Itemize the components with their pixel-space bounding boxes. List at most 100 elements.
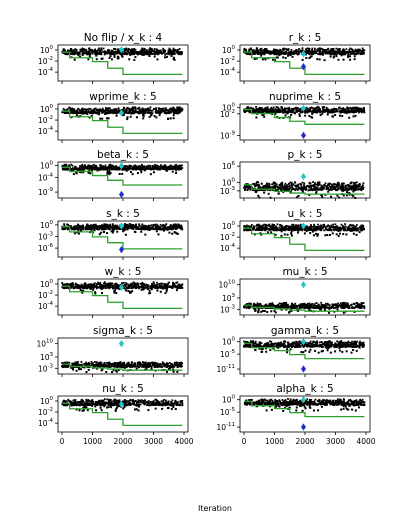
scatter-point [162,228,164,231]
scatter-point [66,223,68,226]
scatter-point [302,187,305,189]
scatter-point [333,183,336,185]
scatter-point [149,168,152,171]
scatter-point [158,168,161,171]
scatter-point [141,166,144,169]
scatter-point [69,283,72,286]
scatter-point [148,111,151,113]
scatter-point [249,188,252,191]
scatter-point [349,107,352,109]
scatter-point [89,172,92,175]
scatter-point [172,50,175,53]
scatter-point [310,185,313,187]
scatter-point [62,48,65,51]
scatter-point [294,226,297,229]
scatter-point [113,50,116,53]
scatter-point [290,49,293,51]
scatter-point [102,165,105,168]
scatter-point [325,185,328,188]
scatter-point [301,229,303,232]
scatter-point [118,49,121,52]
scatter-point [333,186,336,189]
scatter-point [148,53,151,56]
scatter-point [346,107,349,109]
scatter-point [332,188,335,190]
scatter-point [150,168,153,171]
scatter-point [352,190,355,193]
scatter-point [98,47,100,50]
scatter-point [266,106,269,109]
scatter-point [301,181,304,184]
scatter-point [96,109,99,112]
scatter-point [291,225,294,228]
scatter-point [255,190,258,193]
scatter-point [355,50,358,53]
scatter-point [62,283,65,286]
scatter-point [105,227,108,230]
scatter-point [278,50,281,53]
scatter-point [269,109,272,112]
scatter-point [132,281,135,284]
y-tick-label: 100 [222,45,236,55]
scatter-point [291,223,294,226]
scatter-point [76,110,79,113]
scatter-point [158,108,161,110]
scatter-point [181,228,184,231]
scatter-point [294,181,297,184]
scatter-point [289,54,292,57]
cyan-diamond-marker [118,222,124,230]
scatter-point [324,227,327,229]
scatter-point [88,226,91,229]
scatter-point [344,53,347,56]
scatter-point [331,183,333,186]
scatter-point [279,52,282,55]
scatter-point [277,188,280,191]
scatter-point [349,109,352,112]
scatter-point [244,52,247,54]
scatter-point [178,286,181,289]
scatter-point [128,224,131,227]
scatter-point [180,107,183,110]
scatter-point [286,225,289,228]
scatter-point [134,224,137,227]
scatter-point [108,170,111,173]
scatter-point [353,229,356,231]
scatter-point [309,106,312,109]
scatter-point [169,108,172,111]
scatter-point [86,108,89,111]
scatter-point [157,227,160,230]
scatter-point [107,227,110,230]
scatter-point [260,54,263,57]
scatter-point [84,52,86,54]
scatter-point [174,227,177,230]
scatter-point [155,107,157,110]
scatter-point [284,114,287,117]
scatter-point [273,51,276,54]
scatter-point [153,115,156,118]
scatter-point [360,224,363,227]
scatter-point [243,228,246,231]
scatter-point [254,111,256,114]
scatter-point [68,164,70,167]
scatter-point [356,229,359,232]
scatter-point [110,225,113,228]
scatter-point [153,284,156,287]
scatter-point [173,107,176,110]
scatter-point [162,168,165,170]
scatter-point [81,108,83,111]
scatter-point [250,47,252,50]
scatter-point [317,223,320,226]
scatter-point [136,167,139,169]
scatter-point [66,52,69,55]
scatter-point [313,187,316,190]
scatter-point [116,225,119,228]
scatter-point [267,108,270,110]
scatter-point [181,108,184,111]
scatter-point [73,168,76,171]
scatter-point [147,224,150,227]
scatter-point [281,228,284,230]
scatter-point [346,189,349,192]
scatter-point [168,168,170,171]
scatter-point [159,49,162,52]
